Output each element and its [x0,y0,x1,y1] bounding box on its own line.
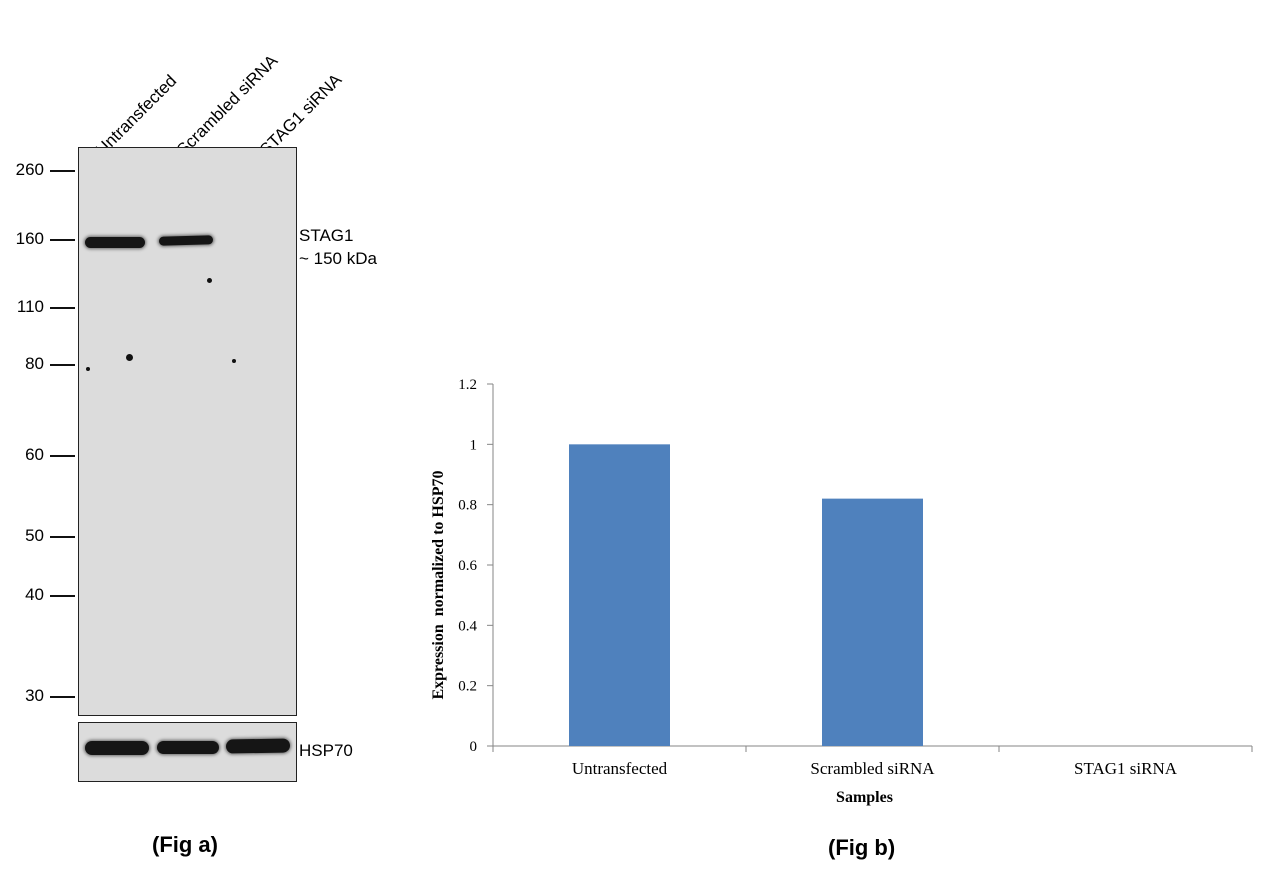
marker-label: 260 [15,160,44,179]
target-name: STAG1 [299,226,354,245]
chart-axes [487,383,1253,752]
band-hsp70-stag1-sirna [225,738,291,754]
marker-label: 80 [25,354,44,373]
chart-bars [569,444,923,746]
marker-tick [50,536,75,538]
marker-label: 50 [25,526,44,545]
band-stag1-scrambled-sirna [158,235,214,246]
marker-label: 30 [25,686,44,705]
marker-tick [50,595,75,597]
target-size: ~ 150 kDa [299,249,377,268]
y-tick-label: 1 [470,437,478,453]
fig-b-caption: (Fig b) [828,835,896,860]
marker-label: 160 [15,229,44,248]
marker-tick [50,455,75,457]
bar-untransfected [569,444,670,746]
fig-a-caption: (Fig a) [152,832,218,857]
blot-main-panel [78,147,297,716]
blot-speck [126,354,133,361]
band-stag1-untransfected [85,237,145,248]
marker-tick [50,170,75,172]
blot-speck [86,367,90,371]
blot-speck [207,278,212,283]
marker-tick [50,307,75,309]
blot-hsp70-panel [78,722,297,782]
blot-speck [232,359,236,363]
loading-control-label: HSP70 [299,741,353,760]
x-tick-label: Untransfected [572,759,668,778]
y-tick-label: 0.4 [458,618,477,634]
marker-label: 40 [25,585,44,604]
y-tick-label: 0 [470,739,478,755]
x-tick-label: Scrambled siRNA [810,759,935,778]
y-axis-title: Expression normalized to HSP70 [430,470,447,699]
marker-label: 60 [25,445,44,464]
target-label: STAG1 ~ 150 kDa [299,224,377,270]
x-axis-title: Samples [836,789,893,806]
chart-labels: 0 0.2 0.4 0.6 0.8 1 1.2 Untransfected Scrambled … [430,377,1178,806]
bar-scrambled-sirna [822,498,923,746]
marker-label: 110 [16,297,44,316]
marker-tick [50,239,75,241]
x-tick-label: STAG1 siRNA [1074,759,1178,778]
band-hsp70-scrambled-sirna [157,741,219,754]
marker-tick [50,696,75,698]
marker-tick [50,364,75,366]
y-tick-label: 1.2 [458,377,477,393]
band-hsp70-untransfected [85,741,149,755]
y-tick-label: 0.2 [458,679,477,695]
y-tick-label: 0.8 [458,498,477,514]
y-tick-label: 0.6 [458,558,477,574]
